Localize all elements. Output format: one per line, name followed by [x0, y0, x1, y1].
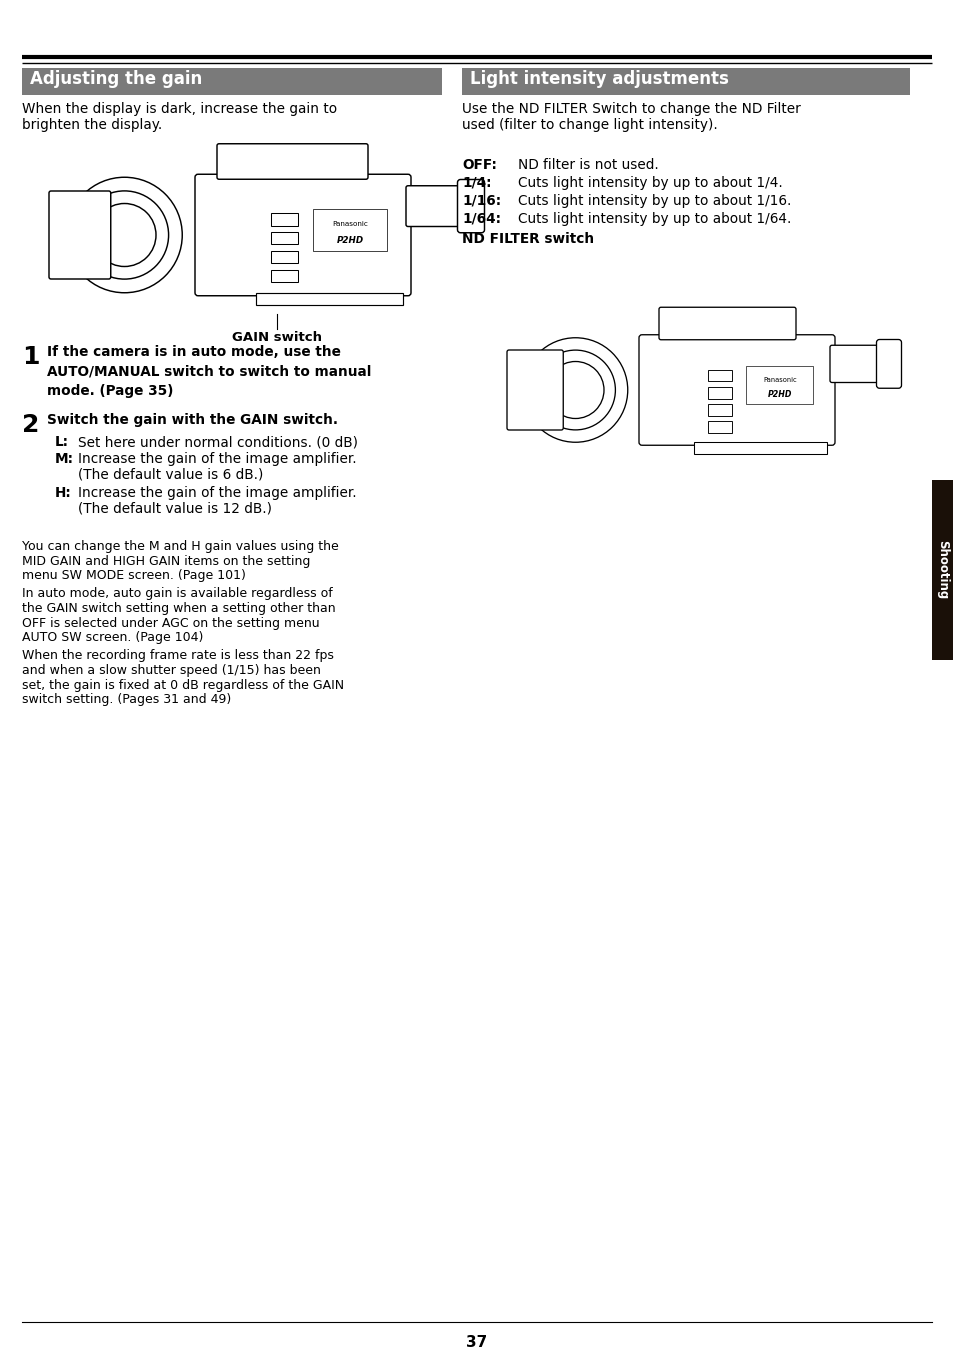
Text: (The default value is 12 dB.): (The default value is 12 dB.): [78, 501, 272, 515]
Text: 1/4:: 1/4:: [461, 176, 491, 190]
Bar: [22, 68, 441, 95]
Text: (The default value is 6 dB.): (The default value is 6 dB.): [78, 467, 263, 481]
Text: used (filter to change light intensity).: used (filter to change light intensity).: [461, 118, 717, 131]
FancyBboxPatch shape: [876, 340, 901, 389]
Text: OFF is selected under AGC on the setting menu: OFF is selected under AGC on the setting…: [22, 616, 319, 630]
Text: Panasonic: Panasonic: [332, 222, 368, 227]
FancyBboxPatch shape: [406, 185, 462, 226]
Text: set, the gain is fixed at 0 dB regardless of the GAIN: set, the gain is fixed at 0 dB regardles…: [22, 678, 344, 692]
Text: H:: H:: [55, 486, 71, 500]
Text: ND filter is not used.: ND filter is not used.: [517, 158, 659, 172]
Text: P2HD: P2HD: [767, 390, 791, 399]
FancyBboxPatch shape: [216, 144, 368, 179]
Text: switch setting. (Pages 31 and 49): switch setting. (Pages 31 and 49): [22, 693, 231, 705]
FancyBboxPatch shape: [49, 191, 111, 279]
Bar: [694, 443, 826, 454]
FancyBboxPatch shape: [194, 175, 411, 295]
Text: L:: L:: [55, 435, 69, 450]
Text: MID GAIN and HIGH GAIN items on the setting: MID GAIN and HIGH GAIN items on the sett…: [22, 555, 310, 567]
Text: Cuts light intensity by up to about 1/4.: Cuts light intensity by up to about 1/4.: [517, 176, 781, 190]
Bar: [708, 421, 732, 433]
Text: Use the ND FILTER Switch to change the ND Filter: Use the ND FILTER Switch to change the N…: [461, 102, 800, 116]
Text: 37: 37: [466, 1335, 487, 1350]
Bar: [745, 366, 812, 405]
Bar: [461, 68, 909, 95]
Text: 1/16:: 1/16:: [461, 194, 500, 209]
Text: Light intensity adjustments: Light intensity adjustments: [470, 70, 728, 88]
Text: Switch the gain with the GAIN switch.: Switch the gain with the GAIN switch.: [47, 413, 337, 427]
Text: Increase the gain of the image amplifier.: Increase the gain of the image amplifier…: [78, 452, 356, 466]
Bar: [272, 232, 297, 245]
Text: Shooting: Shooting: [936, 540, 948, 600]
Text: In auto mode, auto gain is available regardless of: In auto mode, auto gain is available reg…: [22, 588, 333, 601]
Text: Cuts light intensity by up to about 1/64.: Cuts light intensity by up to about 1/64…: [517, 213, 791, 226]
Text: When the recording frame rate is less than 22 fps: When the recording frame rate is less th…: [22, 650, 334, 662]
Text: the GAIN switch setting when a setting other than: the GAIN switch setting when a setting o…: [22, 603, 335, 615]
Text: GAIN switch: GAIN switch: [232, 330, 321, 344]
Text: When the display is dark, increase the gain to: When the display is dark, increase the g…: [22, 102, 336, 116]
Bar: [708, 370, 732, 382]
Bar: [314, 209, 387, 250]
Text: Adjusting the gain: Adjusting the gain: [30, 70, 202, 88]
Bar: [272, 250, 297, 263]
Bar: [272, 213, 297, 226]
Text: and when a slow shutter speed (1/15) has been: and when a slow shutter speed (1/15) has…: [22, 663, 320, 677]
Text: 1: 1: [22, 345, 39, 370]
Text: P2HD: P2HD: [336, 236, 363, 245]
Text: M:: M:: [55, 452, 74, 466]
Bar: [931, 481, 953, 659]
Text: menu SW MODE screen. (Page 101): menu SW MODE screen. (Page 101): [22, 569, 246, 582]
Text: Set here under normal conditions. (0 dB): Set here under normal conditions. (0 dB): [78, 435, 357, 450]
FancyBboxPatch shape: [457, 180, 484, 233]
Text: brighten the display.: brighten the display.: [22, 118, 162, 131]
Text: AUTO SW screen. (Page 104): AUTO SW screen. (Page 104): [22, 631, 203, 645]
Text: Increase the gain of the image amplifier.: Increase the gain of the image amplifier…: [78, 486, 356, 500]
FancyBboxPatch shape: [829, 345, 881, 382]
Bar: [708, 405, 732, 416]
Text: Cuts light intensity by up to about 1/16.: Cuts light intensity by up to about 1/16…: [517, 194, 791, 209]
Text: If the camera is in auto mode, use the
AUTO/MANUAL switch to switch to manual
mo: If the camera is in auto mode, use the A…: [47, 345, 371, 398]
Text: 1/64:: 1/64:: [461, 213, 500, 226]
Bar: [708, 387, 732, 398]
FancyBboxPatch shape: [639, 334, 834, 445]
Bar: [272, 269, 297, 282]
Text: Panasonic: Panasonic: [762, 378, 796, 383]
Text: ND FILTER switch: ND FILTER switch: [461, 232, 594, 246]
FancyBboxPatch shape: [506, 349, 562, 431]
Bar: [255, 292, 402, 306]
Text: 2: 2: [22, 413, 39, 437]
Text: You can change the M and H gain values using the: You can change the M and H gain values u…: [22, 540, 338, 552]
Text: OFF:: OFF:: [461, 158, 497, 172]
FancyBboxPatch shape: [659, 307, 795, 340]
